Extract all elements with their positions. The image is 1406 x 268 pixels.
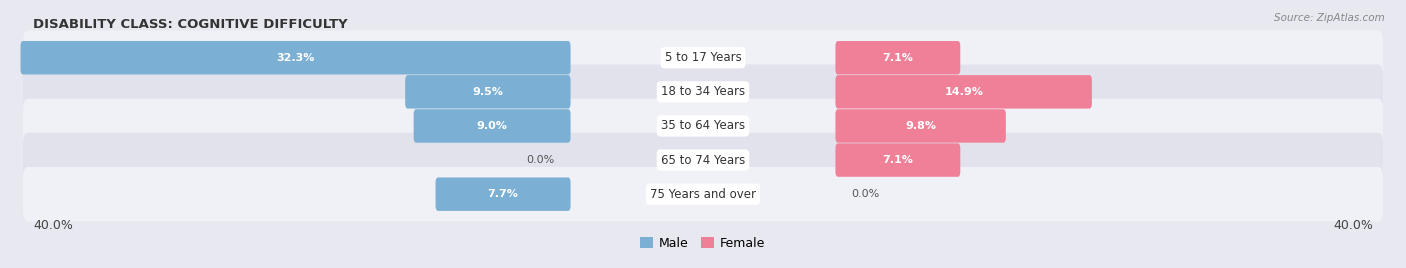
- Text: 7.1%: 7.1%: [883, 155, 914, 165]
- Text: 9.5%: 9.5%: [472, 87, 503, 97]
- FancyBboxPatch shape: [835, 143, 960, 177]
- Text: 0.0%: 0.0%: [526, 155, 554, 165]
- Text: 7.1%: 7.1%: [883, 53, 914, 63]
- Text: 7.7%: 7.7%: [488, 189, 519, 199]
- Text: 75 Years and over: 75 Years and over: [650, 188, 756, 201]
- Text: DISABILITY CLASS: COGNITIVE DIFFICULTY: DISABILITY CLASS: COGNITIVE DIFFICULTY: [34, 18, 347, 31]
- Text: 0.0%: 0.0%: [852, 189, 880, 199]
- Text: 40.0%: 40.0%: [1333, 219, 1372, 232]
- FancyBboxPatch shape: [413, 109, 571, 143]
- Text: 9.0%: 9.0%: [477, 121, 508, 131]
- FancyBboxPatch shape: [835, 41, 960, 75]
- FancyBboxPatch shape: [22, 31, 1384, 85]
- FancyBboxPatch shape: [22, 167, 1384, 221]
- FancyBboxPatch shape: [22, 99, 1384, 153]
- Text: 35 to 64 Years: 35 to 64 Years: [661, 120, 745, 132]
- FancyBboxPatch shape: [405, 75, 571, 109]
- Text: 18 to 34 Years: 18 to 34 Years: [661, 85, 745, 98]
- Text: 14.9%: 14.9%: [945, 87, 983, 97]
- Text: Source: ZipAtlas.com: Source: ZipAtlas.com: [1274, 13, 1385, 23]
- Text: 65 to 74 Years: 65 to 74 Years: [661, 154, 745, 167]
- FancyBboxPatch shape: [22, 65, 1384, 119]
- FancyBboxPatch shape: [835, 75, 1092, 109]
- FancyBboxPatch shape: [22, 133, 1384, 187]
- FancyBboxPatch shape: [835, 109, 1005, 143]
- Text: 9.8%: 9.8%: [905, 121, 936, 131]
- FancyBboxPatch shape: [436, 177, 571, 211]
- Text: 5 to 17 Years: 5 to 17 Years: [665, 51, 741, 64]
- Text: 32.3%: 32.3%: [277, 53, 315, 63]
- Legend: Male, Female: Male, Female: [636, 232, 770, 255]
- Text: 40.0%: 40.0%: [34, 219, 73, 232]
- FancyBboxPatch shape: [21, 41, 571, 75]
